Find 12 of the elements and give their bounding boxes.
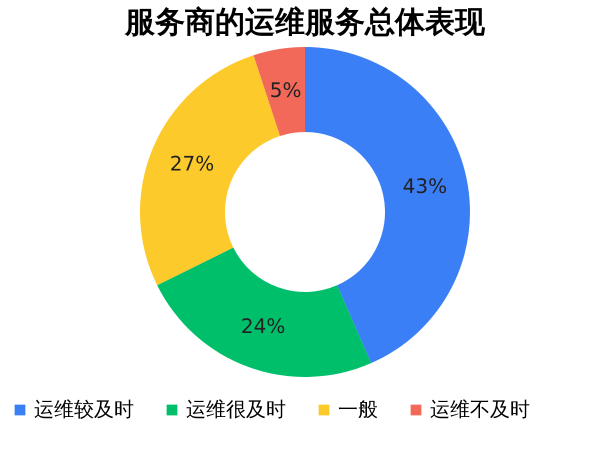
donut-slice <box>157 248 372 377</box>
legend-label: 运维不及时 <box>430 397 530 421</box>
donut-slice <box>254 47 305 136</box>
chart-title: 服务商的运维服务总体表现 <box>124 5 486 40</box>
donut-slice <box>305 47 470 364</box>
legend-label: 运维很及时 <box>186 397 286 421</box>
legend-label: 运维较及时 <box>34 397 134 421</box>
legend-label: 一般 <box>338 397 378 421</box>
data-label: 24% <box>240 314 286 338</box>
data-label: 27% <box>170 152 214 176</box>
data-label: 5% <box>270 78 302 102</box>
data-label: 43% <box>402 174 448 198</box>
